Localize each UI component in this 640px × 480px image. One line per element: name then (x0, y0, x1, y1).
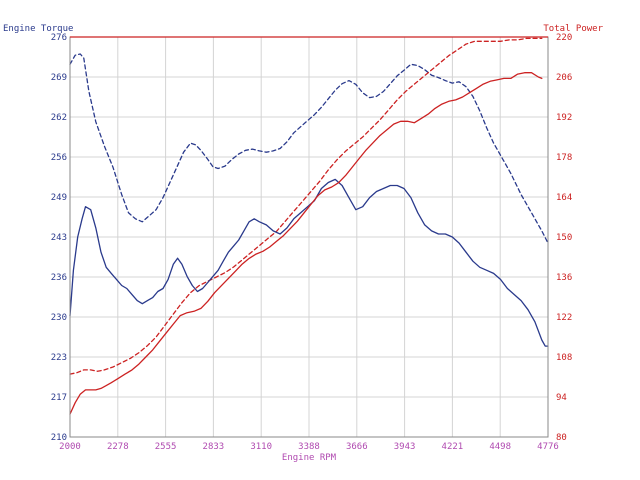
right-tick-label: 150 (556, 233, 572, 243)
right-tick-label: 220 (556, 33, 572, 43)
left-tick-label: 249 (51, 193, 67, 203)
grid-lines (69, 36, 549, 438)
left-tick-label: 243 (51, 233, 67, 243)
x-tick-label: 3388 (298, 442, 320, 452)
x-tick-label: 2555 (155, 442, 177, 452)
left-tick-label: 210 (51, 433, 67, 443)
x-tick-label: 4221 (442, 442, 464, 452)
right-tick-label: 136 (556, 273, 572, 283)
right-tick-label: 122 (556, 313, 572, 323)
right-tick-label: 108 (556, 353, 572, 363)
left-tick-label: 217 (51, 393, 67, 403)
x-tick-label: 2278 (107, 442, 129, 452)
left-tick-label: 269 (51, 73, 67, 83)
left-tick-label: 256 (51, 153, 67, 163)
x-tick-label: 3666 (346, 442, 368, 452)
right-tick-label: 178 (556, 153, 572, 163)
x-axis-title: Engine RPM (282, 453, 337, 463)
series-layer (69, 37, 549, 415)
x-tick-label: 4776 (537, 442, 559, 452)
x-tick-label: 3110 (250, 442, 272, 452)
left-tick-label: 230 (51, 313, 67, 323)
right-tick-label: 164 (556, 193, 572, 203)
x-tick-label: 2000 (59, 442, 81, 452)
left-axis-title: Engine Torque (3, 24, 73, 34)
left-tick-label: 276 (51, 33, 67, 43)
right-axis-ticks: 80 94 108 122 136 150 164 178 192 206 220 (556, 33, 572, 443)
left-tick-label: 262 (51, 113, 67, 123)
right-tick-label: 206 (556, 73, 572, 83)
right-tick-label: 94 (556, 393, 567, 403)
left-tick-label: 223 (51, 353, 67, 363)
x-tick-label: 4498 (489, 442, 511, 452)
left-axis-ticks: 210 217 223 230 236 243 249 256 262 269 276 (51, 33, 67, 443)
x-tick-label: 3943 (394, 442, 416, 452)
dashed-torque-line (69, 53, 549, 244)
right-axis-title: Total Power (543, 24, 603, 34)
left-tick-label: 236 (51, 273, 67, 283)
solid-power-line (69, 72, 543, 415)
right-tick-label: 192 (556, 113, 572, 123)
dashed-power-line (69, 37, 543, 375)
solid-torque-line (69, 178, 549, 347)
right-tick-label: 80 (556, 433, 567, 443)
x-tick-label: 2833 (203, 442, 225, 452)
x-axis-ticks: 2000 2278 2555 2833 3110 3388 3666 3943 4221 4498… (59, 442, 559, 452)
